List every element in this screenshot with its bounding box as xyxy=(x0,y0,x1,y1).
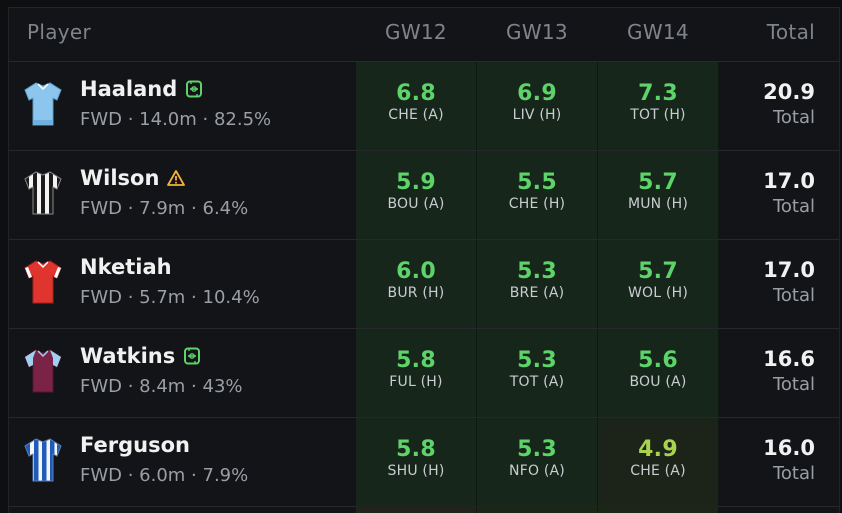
gw12-cell[interactable]: 5.9 BOU (A) xyxy=(356,151,477,239)
player-name[interactable]: Ferguson xyxy=(80,433,190,457)
player-name[interactable]: Wilson xyxy=(80,166,186,190)
projected-points: 5.3 xyxy=(517,348,557,373)
total-cell: 20.9 Total xyxy=(763,80,815,128)
brighton-jersey-icon xyxy=(24,438,62,482)
table-header: Player GW12 GW13 GW14 Total xyxy=(9,8,839,62)
substitute-icon xyxy=(186,80,203,98)
total-cell: 17.0 Total xyxy=(763,258,815,306)
table-row[interactable]: Ferguson FWD · 6.0m · 7.9% 5.8 SHU (H) 5… xyxy=(9,418,839,507)
fixture: BRE (A) xyxy=(509,285,565,301)
gw12-cell[interactable]: 5.8 FUL (H) xyxy=(356,329,477,417)
total-label: Total xyxy=(772,196,815,217)
fixture: WOL (H) xyxy=(628,285,688,301)
projected-points: 6.8 xyxy=(396,81,436,106)
total-label: Total xyxy=(772,285,815,306)
column-header-gw14[interactable]: GW14 xyxy=(627,20,689,44)
gw12-cell[interactable]: 6.0 BUR (H) xyxy=(356,240,477,328)
gw14-cell[interactable]: 5.6 BOU (A) xyxy=(598,329,719,417)
total-value: 16.0 xyxy=(763,436,815,460)
player-name[interactable]: Haaland xyxy=(80,77,203,101)
column-header-total[interactable]: Total xyxy=(766,20,815,44)
fixture: TOT (A) xyxy=(509,374,565,390)
total-value: 20.9 xyxy=(763,80,815,104)
next-row-cell xyxy=(477,505,597,513)
gw12-cell[interactable]: 5.8 SHU (H) xyxy=(356,418,477,506)
fixture: LIV (H) xyxy=(512,107,562,123)
player-meta: FWD · 6.0m · 7.9% xyxy=(80,465,249,486)
substitute-icon xyxy=(184,347,201,365)
projected-points: 5.7 xyxy=(638,170,678,195)
projected-points: 5.3 xyxy=(517,437,557,462)
fixture: BUR (H) xyxy=(387,285,445,301)
total-cell: 16.6 Total xyxy=(763,347,815,395)
projected-points: 5.8 xyxy=(396,437,436,462)
projected-points: 6.0 xyxy=(396,259,436,284)
gw12-cell[interactable]: 6.8 CHE (A) xyxy=(356,62,477,150)
total-value: 16.6 xyxy=(763,347,815,371)
player-meta: FWD · 8.4m · 43% xyxy=(80,376,243,397)
table-row[interactable]: Haaland FWD · 14.0m · 82.5% 6.8 CHE (A) … xyxy=(9,62,839,151)
projected-points: 5.8 xyxy=(396,348,436,373)
next-row-cell xyxy=(356,505,476,513)
gw13-cell[interactable]: 5.3 BRE (A) xyxy=(477,240,598,328)
fixture: SHU (H) xyxy=(387,463,445,479)
warning-icon xyxy=(167,170,186,186)
total-cell: 16.0 Total xyxy=(763,436,815,484)
projected-points: 4.9 xyxy=(638,437,678,462)
table-row[interactable]: Wilson FWD · 7.9m · 6.4% 5.9 BOU (A) 5.5… xyxy=(9,151,839,240)
projected-points: 5.7 xyxy=(638,259,678,284)
projected-points: 5.5 xyxy=(517,170,557,195)
aston-villa-jersey-icon xyxy=(24,349,62,393)
next-row-cell xyxy=(598,505,718,513)
player-projection-table: Player GW12 GW13 GW14 Total Haaland FWD … xyxy=(8,7,840,513)
projected-points: 6.9 xyxy=(517,81,557,106)
man-city-jersey-icon xyxy=(24,82,62,126)
gw13-cell[interactable]: 5.3 NFO (A) xyxy=(477,418,598,506)
gw13-cell[interactable]: 5.5 CHE (H) xyxy=(477,151,598,239)
fixture: MUN (H) xyxy=(627,196,689,212)
fixture: NFO (A) xyxy=(509,463,565,479)
projected-points: 5.3 xyxy=(517,259,557,284)
total-label: Total xyxy=(772,107,815,128)
total-value: 17.0 xyxy=(763,169,815,193)
player-name[interactable]: Nketiah xyxy=(80,255,172,279)
gw14-cell[interactable]: 4.9 CHE (A) xyxy=(598,418,719,506)
fixture: CHE (A) xyxy=(388,107,444,123)
table-row[interactable]: Nketiah FWD · 5.7m · 10.4% 6.0 BUR (H) 5… xyxy=(9,240,839,329)
gw13-cell[interactable]: 5.3 TOT (A) xyxy=(477,329,598,417)
fixture: CHE (H) xyxy=(508,196,566,212)
fixture: FUL (H) xyxy=(389,374,443,390)
newcastle-jersey-icon xyxy=(24,171,62,215)
projected-points: 5.9 xyxy=(396,170,436,195)
table-row[interactable]: Watkins FWD · 8.4m · 43% 5.8 FUL (H) 5.3… xyxy=(9,329,839,418)
gw14-cell[interactable]: 7.3 TOT (H) xyxy=(598,62,719,150)
fixture: BOU (A) xyxy=(629,374,687,390)
column-header-player[interactable]: Player xyxy=(27,20,92,44)
fixture: BOU (A) xyxy=(387,196,445,212)
total-label: Total xyxy=(772,374,815,395)
projected-points: 7.3 xyxy=(638,81,678,106)
total-label: Total xyxy=(772,463,815,484)
column-header-gw13[interactable]: GW13 xyxy=(506,20,568,44)
total-value: 17.0 xyxy=(763,258,815,282)
player-name[interactable]: Watkins xyxy=(80,344,201,368)
fixture: CHE (A) xyxy=(630,463,686,479)
fixture: TOT (H) xyxy=(630,107,686,123)
player-meta: FWD · 14.0m · 82.5% xyxy=(80,109,272,130)
gw14-cell[interactable]: 5.7 MUN (H) xyxy=(598,151,719,239)
arsenal-jersey-icon xyxy=(24,260,62,304)
total-cell: 17.0 Total xyxy=(763,169,815,217)
player-meta: FWD · 7.9m · 6.4% xyxy=(80,198,249,219)
gw14-cell[interactable]: 5.7 WOL (H) xyxy=(598,240,719,328)
gw13-cell[interactable]: 6.9 LIV (H) xyxy=(477,62,598,150)
column-header-gw12[interactable]: GW12 xyxy=(385,20,447,44)
projected-points: 5.6 xyxy=(638,348,678,373)
player-meta: FWD · 5.7m · 10.4% xyxy=(80,287,260,308)
